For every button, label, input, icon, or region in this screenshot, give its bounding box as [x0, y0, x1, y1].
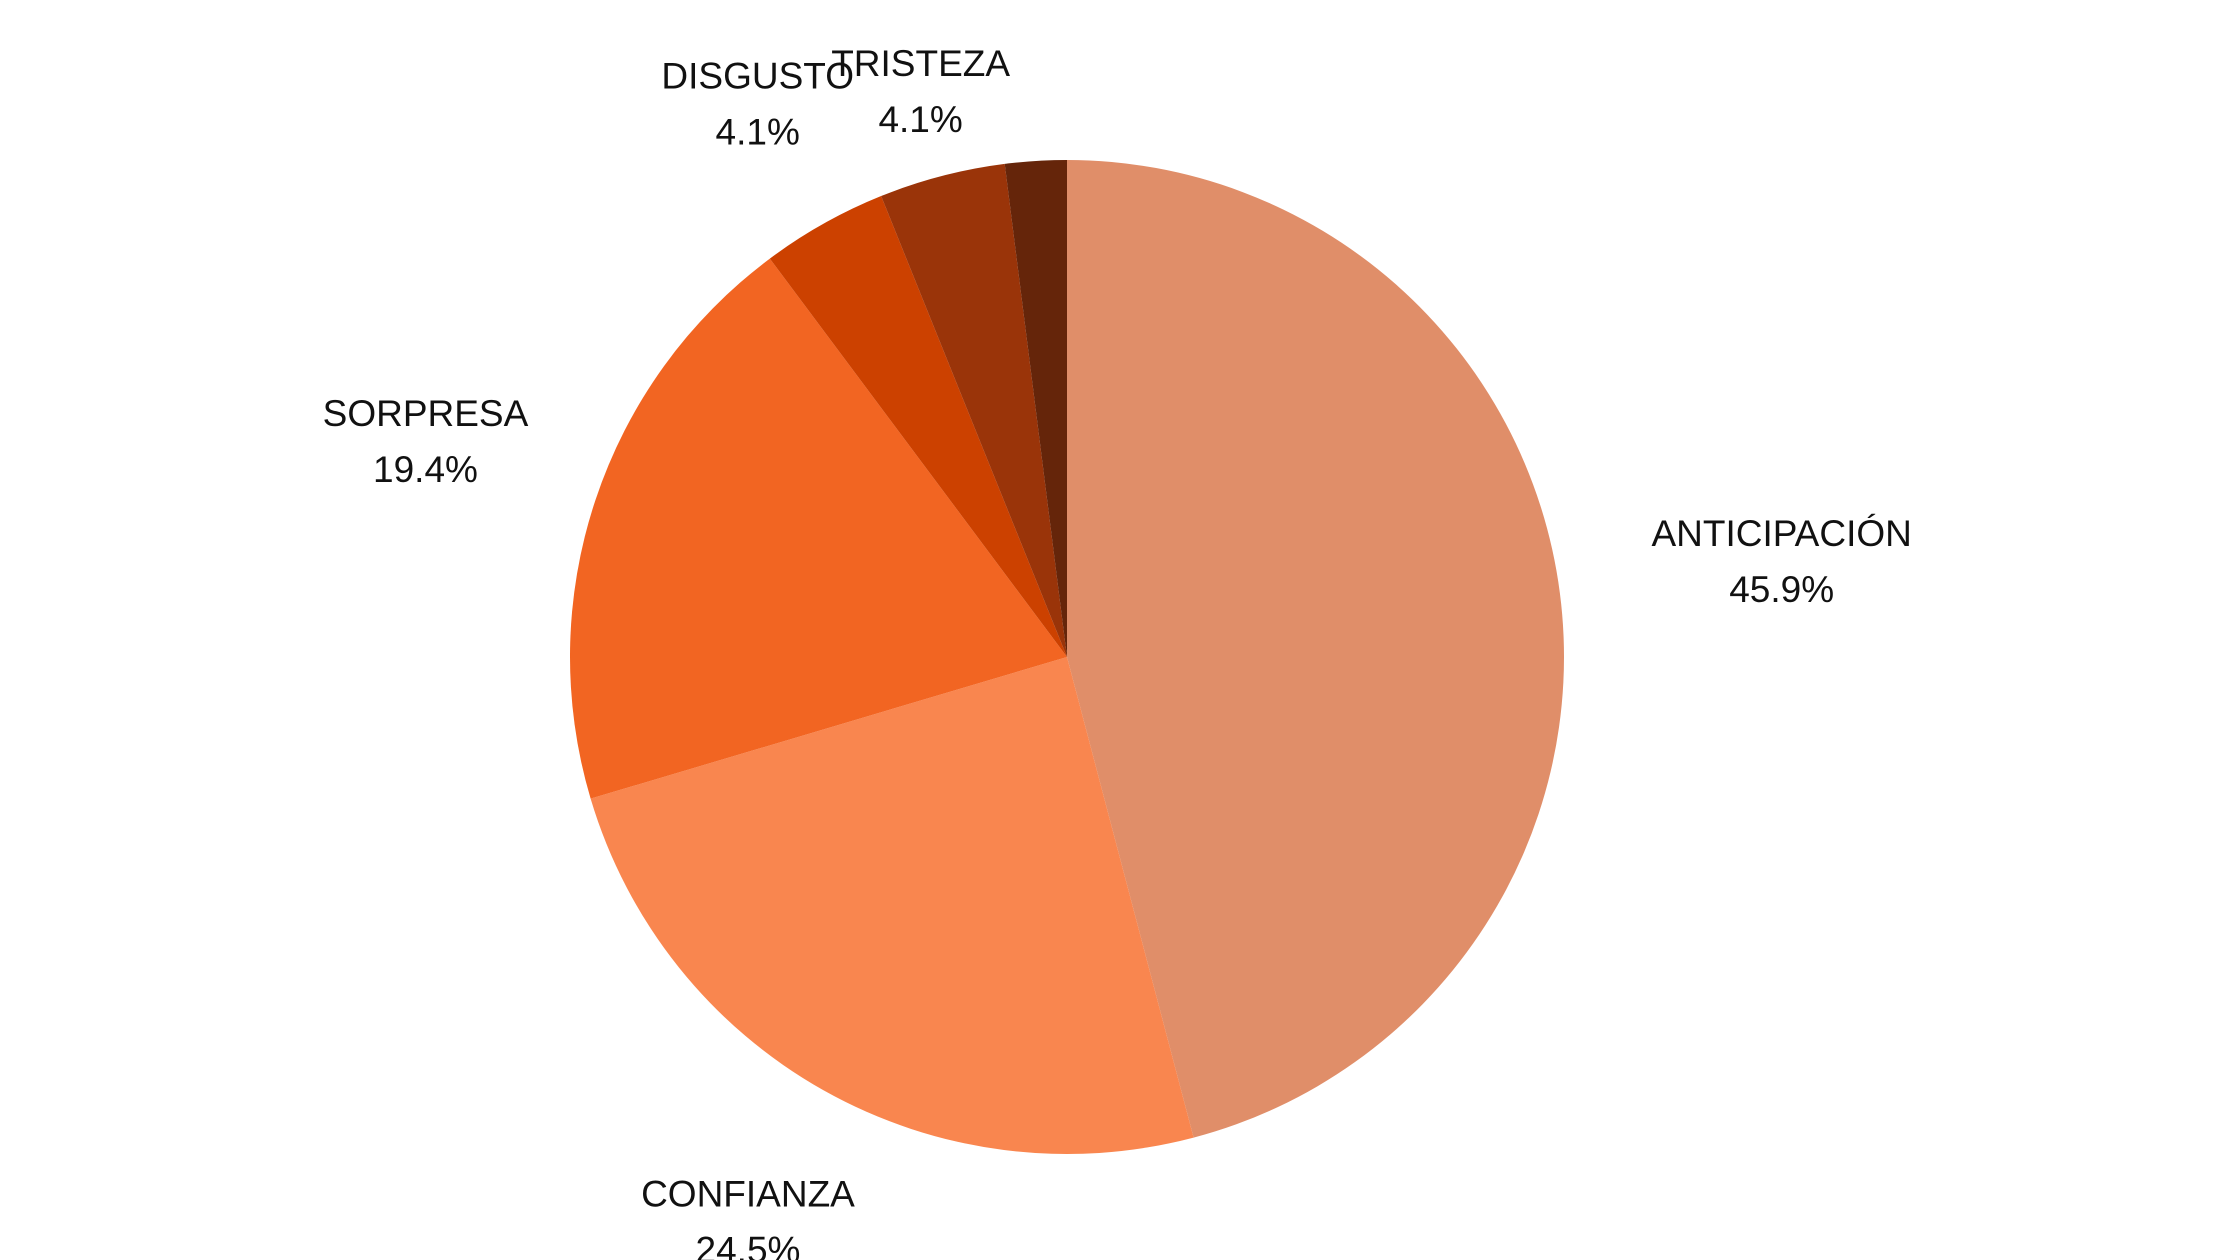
pie-slice — [1004, 160, 1067, 657]
pie-slice — [881, 163, 1067, 657]
slice-value-label: 4.1% — [716, 112, 800, 153]
slice-label: TRISTEZA — [831, 43, 1010, 84]
slice-label: SORPRESA — [323, 393, 529, 434]
slice-label: ANTICIPACIÓN — [1651, 513, 1911, 554]
slice-value-label: 45.9% — [1729, 569, 1834, 610]
slice-label: DISGUSTO — [661, 56, 854, 97]
slice-label: CONFIANZA — [641, 1173, 855, 1214]
slice-value-label: 4.1% — [878, 99, 962, 140]
pie-slice — [569, 258, 1067, 799]
slice-value-label: 24.5% — [696, 1229, 801, 1260]
pie-slice — [590, 657, 1194, 1155]
slice-value-label: 19.4% — [373, 449, 478, 490]
pie-slice — [769, 196, 1067, 657]
pie-slice — [1067, 160, 1564, 1138]
